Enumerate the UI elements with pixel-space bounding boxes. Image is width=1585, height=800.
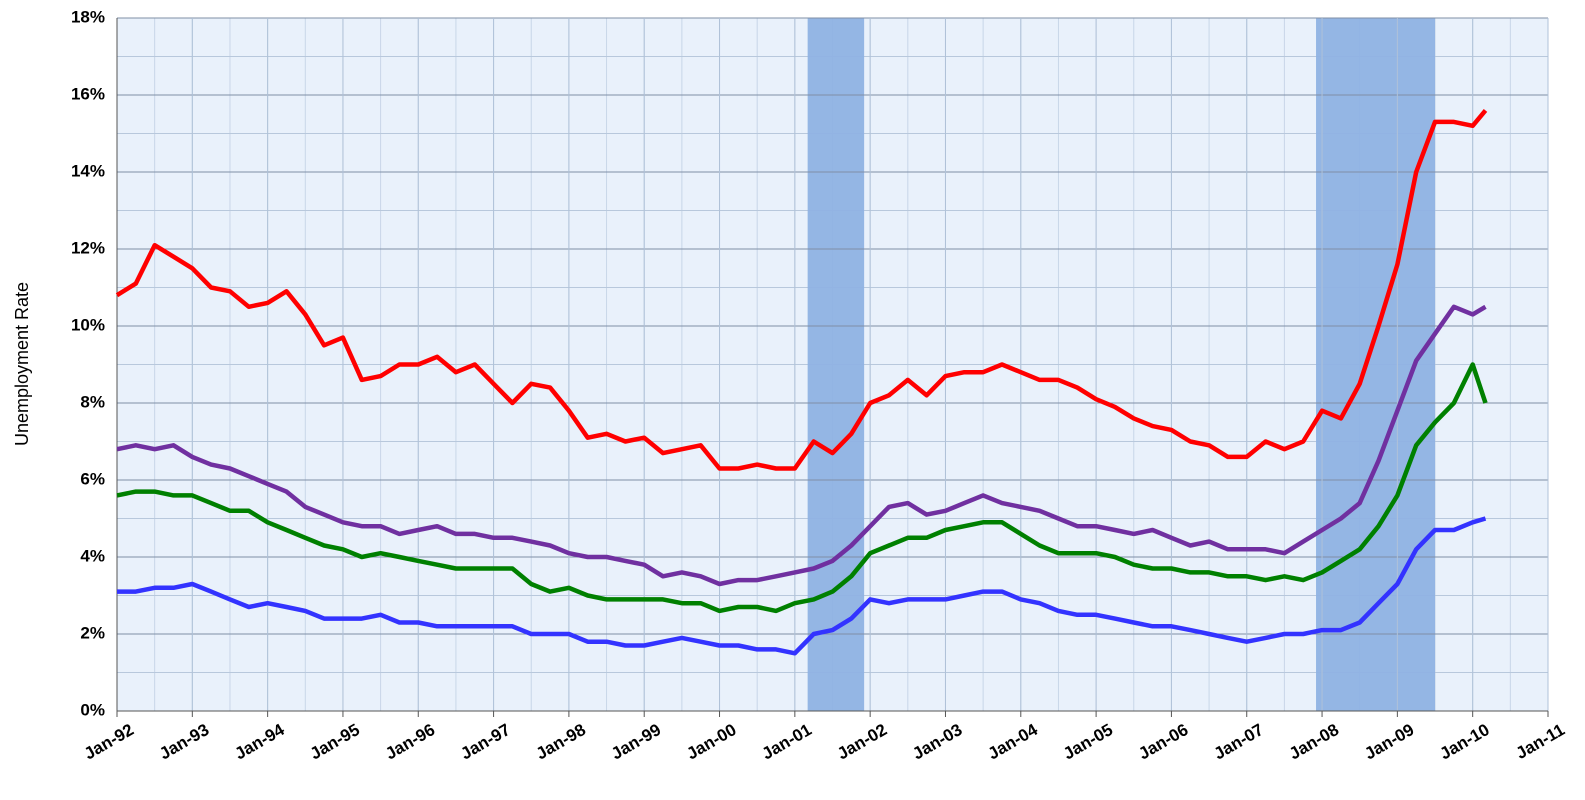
y-tick-label: 0% xyxy=(80,700,105,719)
y-tick-label: 10% xyxy=(71,315,105,334)
x-tick-label: Jan-98 xyxy=(533,720,589,763)
y-tick-label: 4% xyxy=(80,546,105,565)
x-tick-label: Jan-97 xyxy=(457,720,513,763)
y-tick-label: 8% xyxy=(80,392,105,411)
y-tick-label: 12% xyxy=(71,238,105,257)
x-tick-label: Jan-06 xyxy=(1135,720,1191,763)
y-tick-label: 2% xyxy=(80,623,105,642)
y-tick-label: 14% xyxy=(71,161,105,180)
x-tick-label: Jan-96 xyxy=(382,720,438,763)
x-tick-label: Jan-94 xyxy=(231,720,288,764)
x-tick-label: Jan-00 xyxy=(683,720,739,763)
x-tick-label: Jan-02 xyxy=(834,720,890,763)
x-tick-label: Jan-04 xyxy=(985,720,1042,764)
x-tick-label: Jan-92 xyxy=(81,720,137,763)
y-tick-label: 16% xyxy=(71,84,105,103)
x-tick-label: Jan-01 xyxy=(759,720,815,763)
y-tick-label: 6% xyxy=(80,469,105,488)
x-tick-label: Jan-11 xyxy=(1513,720,1568,763)
y-axis-label: Unemployment Rate xyxy=(12,282,32,446)
series-line xyxy=(116,304,1487,587)
recession-band xyxy=(807,18,865,711)
x-tick-label: Jan-09 xyxy=(1361,720,1417,763)
y-tick-label: 18% xyxy=(71,7,105,26)
x-tick-label: Jan-05 xyxy=(1060,720,1116,763)
x-tick-label: Jan-10 xyxy=(1437,720,1493,763)
x-tick-label: Jan-07 xyxy=(1211,720,1267,763)
x-tick-label: Jan-95 xyxy=(307,720,363,763)
x-tick-label: Jan-99 xyxy=(608,720,664,763)
series-line xyxy=(116,362,1488,614)
x-tick-label: Jan-93 xyxy=(156,720,212,763)
series-line xyxy=(117,516,1487,656)
x-tick-label: Jan-03 xyxy=(909,720,965,763)
x-tick-label: Jan-08 xyxy=(1286,720,1342,763)
series-line xyxy=(115,108,1488,471)
